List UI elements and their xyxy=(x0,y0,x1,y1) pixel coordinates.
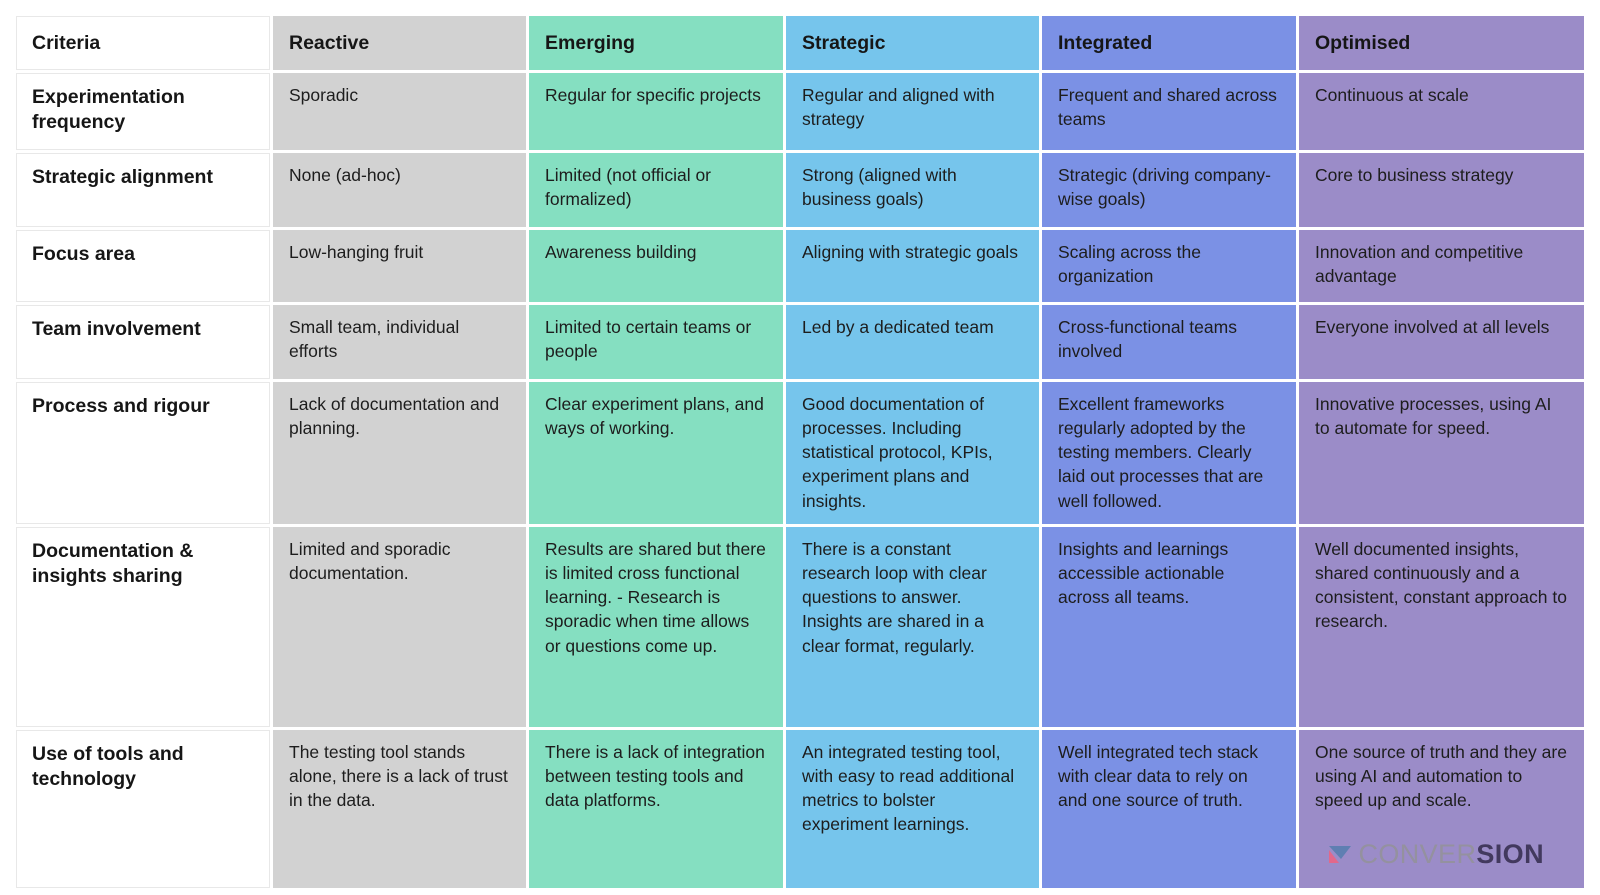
row-label-strategic-alignment: Strategic alignment xyxy=(16,153,270,227)
cell-experimentation-emerging: Regular for specific projects xyxy=(529,73,783,150)
cell-focus-emerging: Awareness building xyxy=(529,230,783,302)
cell-alignment-optimised: Core to business strategy xyxy=(1299,153,1584,227)
cell-experimentation-optimised: Continuous at scale xyxy=(1299,73,1584,150)
cell-experimentation-strategic: Regular and aligned with strategy xyxy=(786,73,1039,150)
cell-team-optimised: Everyone involved at all levels xyxy=(1299,305,1584,379)
conversion-logo-text-gray: CONVER xyxy=(1358,839,1477,869)
cell-alignment-reactive: None (ad-hoc) xyxy=(273,153,526,227)
cell-tools-emerging: There is a lack of integration between t… xyxy=(529,730,783,888)
column-header-emerging: Emerging xyxy=(529,16,783,70)
cell-focus-optimised: Innovation and competitive advantage xyxy=(1299,230,1584,302)
cell-team-reactive: Small team, individual efforts xyxy=(273,305,526,379)
cell-focus-reactive: Low-hanging fruit xyxy=(273,230,526,302)
cell-alignment-emerging: Limited (not official or formalized) xyxy=(529,153,783,227)
cell-team-integrated: Cross-functional teams involved xyxy=(1042,305,1296,379)
conversion-logo-text-dark: SION xyxy=(1476,839,1544,869)
cell-docs-optimised: Well documented insights, shared continu… xyxy=(1299,527,1584,727)
row-label-team-involvement: Team involvement xyxy=(16,305,270,379)
cell-process-optimised: Innovative processes, using AI to automa… xyxy=(1299,382,1584,524)
column-header-optimised: Optimised xyxy=(1299,16,1584,70)
cell-team-strategic: Led by a dedicated team xyxy=(786,305,1039,379)
cell-process-strategic: Good documentation of processes. Includi… xyxy=(786,382,1039,524)
cell-experimentation-integrated: Frequent and shared across teams xyxy=(1042,73,1296,150)
conversion-logo-text: CONVERSION xyxy=(1358,841,1544,868)
conversion-logo: CONVERSION xyxy=(1327,841,1544,868)
row-label-experimentation-frequency: Experimentation frequency xyxy=(16,73,270,150)
maturity-table: Criteria Reactive Emerging Strategic Int… xyxy=(16,16,1584,888)
row-label-documentation-insights: Documentation & insights sharing xyxy=(16,527,270,727)
row-label-tools-technology: Use of tools and technology xyxy=(16,730,270,888)
row-label-focus-area: Focus area xyxy=(16,230,270,302)
cell-alignment-strategic: Strong (aligned with business goals) xyxy=(786,153,1039,227)
cell-experimentation-reactive: Sporadic xyxy=(273,73,526,150)
column-header-integrated: Integrated xyxy=(1042,16,1296,70)
cell-focus-integrated: Scaling across the organization xyxy=(1042,230,1296,302)
row-label-process-rigour: Process and rigour xyxy=(16,382,270,524)
cell-tools-reactive: The testing tool stands alone, there is … xyxy=(273,730,526,888)
cell-tools-optimised: One source of truth and they are using A… xyxy=(1299,730,1584,888)
column-header-criteria: Criteria xyxy=(16,16,270,70)
cell-process-emerging: Clear experiment plans, and ways of work… xyxy=(529,382,783,524)
conversion-logo-icon xyxy=(1329,845,1352,863)
cell-tools-integrated: Well integrated tech stack with clear da… xyxy=(1042,730,1296,888)
column-header-reactive: Reactive xyxy=(273,16,526,70)
cell-alignment-integrated: Strategic (driving company-wise goals) xyxy=(1042,153,1296,227)
cell-team-emerging: Limited to certain teams or people xyxy=(529,305,783,379)
column-header-strategic: Strategic xyxy=(786,16,1039,70)
cell-docs-strategic: There is a constant research loop with c… xyxy=(786,527,1039,727)
cell-process-integrated: Excellent frameworks regularly adopted b… xyxy=(1042,382,1296,524)
cell-docs-integrated: Insights and learnings accessible action… xyxy=(1042,527,1296,727)
cell-tools-strategic: An integrated testing tool, with easy to… xyxy=(786,730,1039,888)
cell-docs-reactive: Limited and sporadic documentation. xyxy=(273,527,526,727)
cell-docs-emerging: Results are shared but there is limited … xyxy=(529,527,783,727)
cell-focus-strategic: Aligning with strategic goals xyxy=(786,230,1039,302)
cell-process-reactive: Lack of documentation and planning. xyxy=(273,382,526,524)
